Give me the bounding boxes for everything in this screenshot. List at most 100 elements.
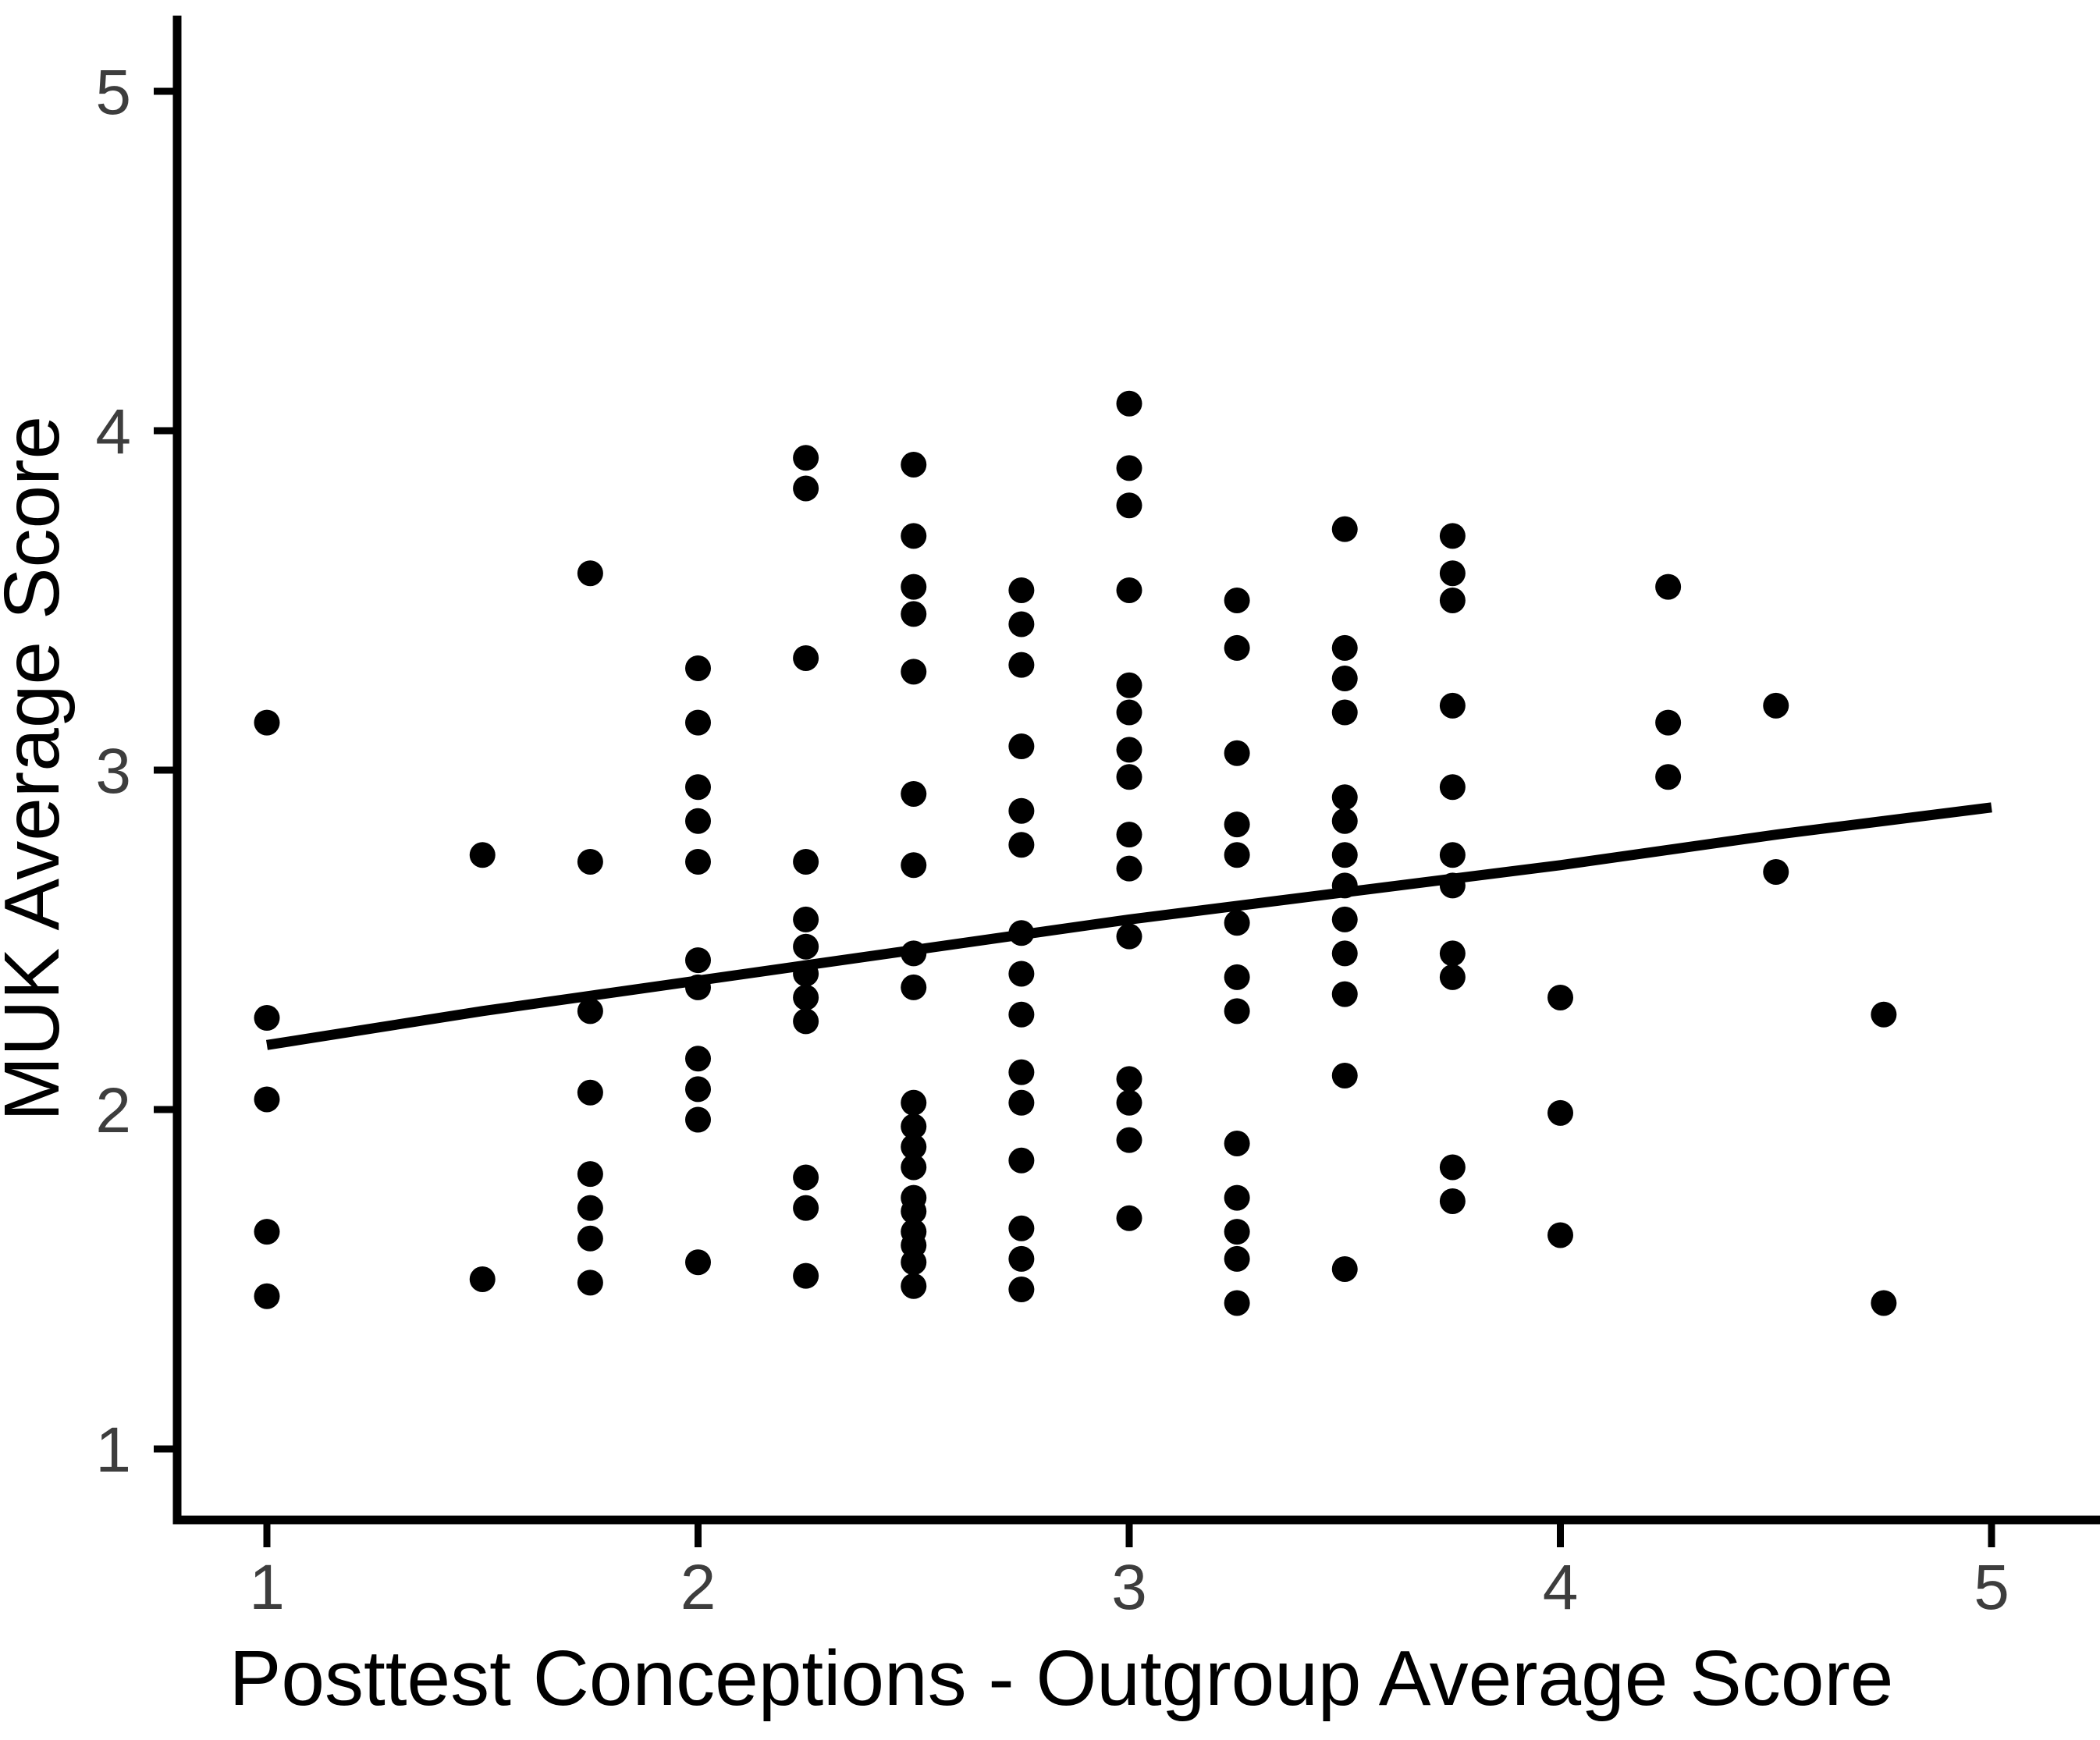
x-tick-label: 2 bbox=[680, 1552, 716, 1623]
data-point bbox=[254, 1086, 280, 1113]
data-point bbox=[685, 947, 711, 974]
data-point bbox=[1008, 652, 1035, 678]
data-point bbox=[1547, 984, 1573, 1010]
y-tick-label: 1 bbox=[95, 1415, 131, 1486]
data-point bbox=[1116, 492, 1142, 519]
data-point bbox=[1008, 832, 1035, 858]
data-point bbox=[901, 1154, 927, 1181]
data-point bbox=[1224, 1290, 1250, 1316]
data-point bbox=[685, 1106, 711, 1133]
data-point bbox=[1331, 906, 1358, 932]
data-point bbox=[1331, 981, 1358, 1007]
data-point bbox=[1116, 855, 1142, 882]
data-point bbox=[1331, 516, 1358, 542]
data-point bbox=[901, 1249, 927, 1276]
data-point bbox=[1116, 822, 1142, 848]
x-tick-label: 5 bbox=[1974, 1552, 2009, 1623]
data-point bbox=[685, 774, 711, 801]
data-point bbox=[1116, 1066, 1142, 1092]
data-point bbox=[1224, 1219, 1250, 1245]
data-point bbox=[1763, 692, 1789, 719]
data-point bbox=[1116, 923, 1142, 950]
data-point bbox=[901, 1134, 927, 1160]
data-point bbox=[1331, 808, 1358, 834]
data-point bbox=[901, 452, 927, 478]
data-point bbox=[901, 852, 927, 879]
data-point bbox=[1116, 1205, 1142, 1231]
data-point bbox=[685, 848, 711, 875]
data-point bbox=[1224, 1184, 1250, 1211]
data-point bbox=[1439, 842, 1466, 868]
data-point bbox=[793, 1008, 819, 1035]
data-point bbox=[901, 523, 927, 549]
data-point bbox=[1224, 998, 1250, 1024]
data-point bbox=[469, 1266, 496, 1292]
data-point bbox=[1331, 666, 1358, 692]
data-point bbox=[1331, 634, 1358, 661]
data-point bbox=[793, 645, 819, 671]
data-point bbox=[1439, 964, 1466, 990]
data-point bbox=[1116, 1089, 1142, 1116]
data-point bbox=[577, 1079, 603, 1106]
data-point bbox=[901, 659, 927, 685]
data-point bbox=[901, 1198, 927, 1224]
data-point bbox=[469, 842, 496, 868]
data-point bbox=[1224, 964, 1250, 990]
y-tick-label: 2 bbox=[95, 1075, 131, 1146]
data-point bbox=[793, 1195, 819, 1221]
data-point bbox=[793, 906, 819, 932]
data-point bbox=[1008, 1215, 1035, 1241]
x-tick-label: 4 bbox=[1543, 1552, 1579, 1623]
data-point bbox=[254, 1219, 280, 1245]
data-point bbox=[1439, 560, 1466, 587]
data-point bbox=[577, 998, 603, 1024]
data-point bbox=[1008, 797, 1035, 824]
data-point bbox=[901, 1273, 927, 1299]
data-point bbox=[1008, 1089, 1035, 1116]
data-point bbox=[254, 709, 280, 736]
data-point bbox=[1331, 699, 1358, 726]
data-point bbox=[1763, 859, 1789, 885]
data-point bbox=[793, 475, 819, 502]
data-point bbox=[1224, 842, 1250, 868]
y-axis-title: MUK Average Score bbox=[0, 416, 76, 1121]
data-point bbox=[1439, 588, 1466, 613]
data-point bbox=[901, 780, 927, 807]
data-point bbox=[1224, 588, 1250, 613]
data-point bbox=[793, 848, 819, 875]
data-point bbox=[685, 1249, 711, 1276]
data-point bbox=[793, 984, 819, 1010]
data-point bbox=[1116, 699, 1142, 726]
data-point bbox=[577, 1161, 603, 1188]
data-point bbox=[1439, 692, 1466, 719]
x-tick-label: 1 bbox=[249, 1552, 285, 1623]
data-point bbox=[1116, 764, 1142, 790]
data-point bbox=[1008, 1277, 1035, 1303]
tick-labels: 1 2 3 4 5 1 2 3 4 5 bbox=[95, 57, 2009, 1623]
data-point bbox=[577, 1269, 603, 1296]
data-point bbox=[1439, 940, 1466, 967]
data-point bbox=[1224, 1245, 1250, 1272]
data-point bbox=[1008, 577, 1035, 603]
data-point bbox=[1547, 1222, 1573, 1248]
data-point bbox=[1008, 1147, 1035, 1174]
data-point bbox=[901, 974, 927, 1000]
trend-line-layer bbox=[265, 802, 1992, 1050]
data-point bbox=[1224, 1131, 1250, 1156]
x-axis-title: Posttest Conceptions - Outgroup Average … bbox=[229, 1635, 1894, 1722]
data-point bbox=[685, 1046, 711, 1072]
data-point bbox=[901, 1113, 927, 1140]
data-point bbox=[577, 560, 603, 587]
data-point bbox=[1655, 709, 1682, 736]
data-points-layer bbox=[254, 390, 1897, 1316]
x-tick-label: 3 bbox=[1111, 1552, 1147, 1623]
data-point bbox=[1008, 611, 1035, 637]
data-point bbox=[1008, 1001, 1035, 1028]
data-point bbox=[1655, 764, 1682, 790]
data-point bbox=[1224, 811, 1250, 838]
data-point bbox=[685, 808, 711, 834]
data-point bbox=[901, 573, 927, 600]
data-point bbox=[793, 1262, 819, 1289]
data-point bbox=[577, 1225, 603, 1252]
